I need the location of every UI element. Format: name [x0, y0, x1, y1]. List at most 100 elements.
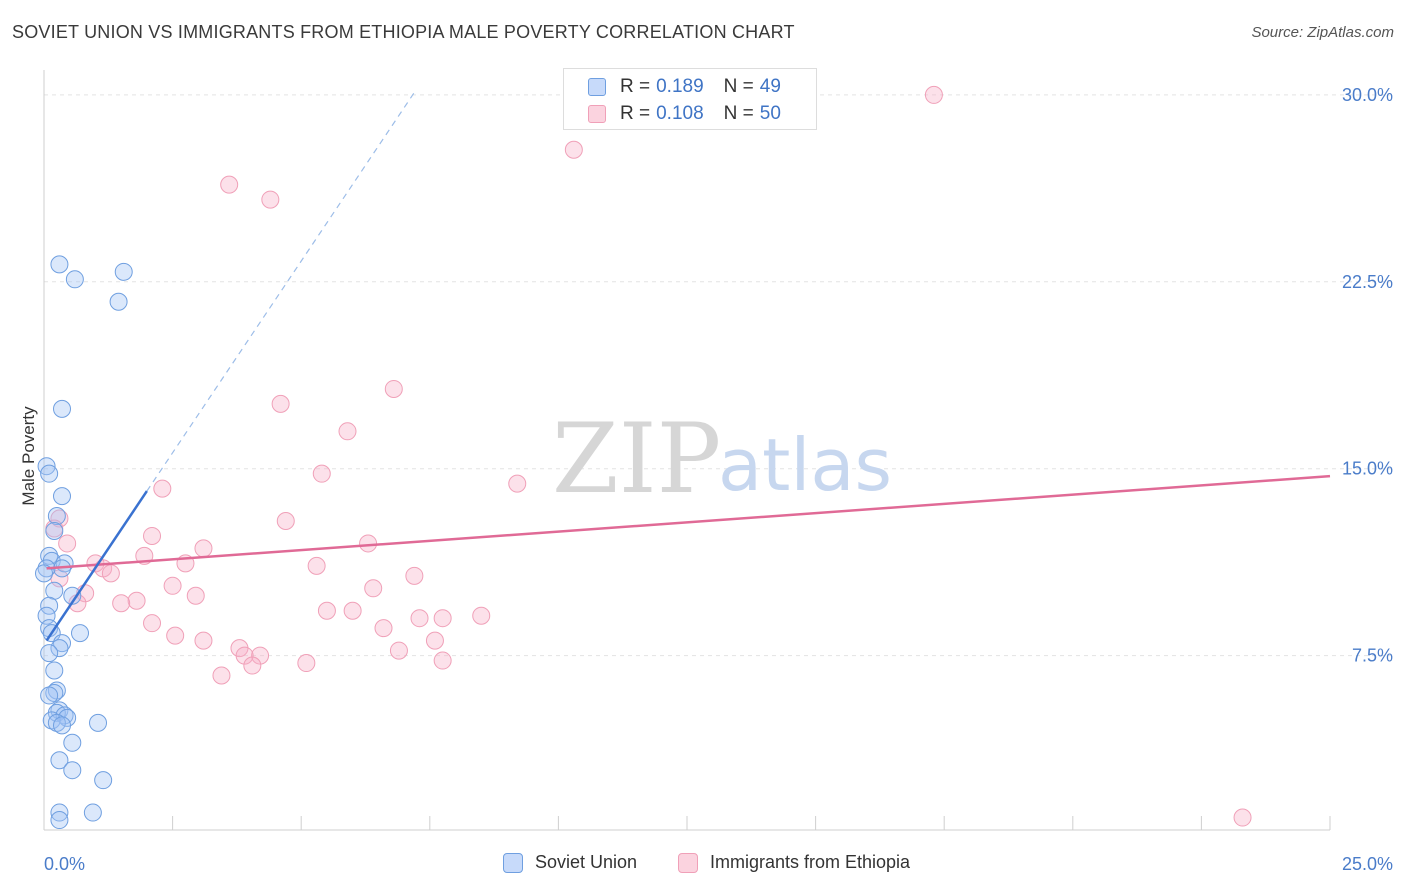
soviet-point [42, 711, 61, 730]
ethiopia-point [166, 626, 185, 645]
soviet-point [40, 686, 59, 705]
ethiopia-point [312, 464, 331, 483]
soviet-trend-line [45, 490, 148, 642]
legend-r-label: R = [620, 76, 651, 97]
ethiopia-point [384, 379, 403, 398]
ethiopia-point [194, 539, 213, 558]
ethiopia-point [251, 646, 270, 665]
watermark-zip: ZIP [552, 403, 721, 515]
ethiopia-point [143, 526, 162, 545]
ethiopia-point [243, 656, 262, 675]
ethiopia-point [405, 566, 424, 585]
ethiopia-point [564, 140, 583, 159]
ethiopia-point [112, 594, 131, 613]
ethiopia-point [194, 631, 213, 650]
legend-row-ethiopia: R = 0.108 N = 50 [588, 101, 801, 127]
ethiopia-swatch [588, 105, 606, 123]
ethiopia-point [276, 512, 295, 531]
soviet-point [53, 634, 72, 653]
soviet-points [35, 255, 133, 830]
soviet-point [53, 487, 72, 506]
legend-n-label: N = [723, 103, 754, 124]
ethiopia-point [153, 479, 172, 498]
x-tick-label: 25.0% [1342, 854, 1393, 874]
ethiopia-point [410, 609, 429, 628]
ethiopia-point [1233, 808, 1252, 827]
soviet-point [83, 803, 102, 822]
soviet-point [94, 771, 113, 790]
soviet-trend-extension [146, 92, 415, 492]
soviet-point [89, 713, 108, 732]
ethiopia-point [163, 576, 182, 595]
ethiopia-point [338, 422, 357, 441]
legend-r-value: 0.108 [656, 103, 704, 124]
soviet-point [109, 292, 128, 311]
legend-n-value: 50 [759, 103, 781, 124]
axes [43, 70, 1331, 831]
soviet-point [50, 803, 69, 822]
ethiopia-point [508, 474, 527, 493]
ethiopia-point [186, 586, 205, 605]
y-tick-label: 30.0% [1342, 85, 1393, 105]
soviet-point [40, 464, 59, 483]
bottom-legend-ethiopia: Immigrants from Ethiopia [678, 852, 910, 873]
ethiopia-point [433, 609, 452, 628]
legend-row-soviet: R = 0.189 N = 49 [588, 74, 801, 100]
x-tick-labels: 0.0% 25.0% [44, 854, 1393, 874]
legend-r-label: R = [620, 103, 651, 124]
soviet-point [53, 399, 72, 418]
soviet-swatch [503, 852, 523, 873]
y-tick-label: 7.5% [1352, 646, 1393, 666]
ethiopia-point [297, 654, 316, 673]
ethiopia-point [389, 641, 408, 660]
ethiopia-point [143, 614, 162, 633]
ethiopia-points [45, 85, 1252, 827]
ethiopia-point [127, 591, 146, 610]
chart-title: SOVIET UNION VS IMMIGRANTS FROM ETHIOPIA… [12, 22, 795, 42]
legend-n-label: N = [723, 76, 754, 97]
ethiopia-point [317, 601, 336, 620]
gridlines [44, 94, 1392, 657]
ethiopia-point [374, 619, 393, 638]
soviet-point [47, 507, 66, 526]
ethiopia-point [307, 556, 326, 575]
ethiopia-point [343, 601, 362, 620]
ethiopia-point [433, 651, 452, 670]
ethiopia-point [359, 534, 378, 553]
soviet-point [50, 751, 69, 770]
legend-n-value: 49 [759, 76, 781, 97]
ethiopia-point [924, 85, 943, 104]
soviet-point [50, 639, 69, 658]
soviet-point [50, 811, 69, 830]
soviet-point [45, 661, 64, 680]
ethiopia-point [235, 646, 254, 665]
soviet-point [47, 713, 66, 732]
y-axis-title: Male Poverty [19, 406, 38, 506]
ethiopia-trend-line [46, 474, 1331, 570]
ethiopia-point [212, 666, 231, 685]
soviet-swatch [588, 78, 606, 96]
source-label: Source: ZipAtlas.com [1251, 24, 1394, 41]
soviet-point [45, 683, 64, 702]
ethiopia-point [271, 394, 290, 413]
soviet-point [63, 761, 82, 780]
ethiopia-point [220, 175, 239, 194]
x-tick-label: 0.0% [44, 854, 85, 874]
soviet-point [53, 716, 72, 735]
soviet-legend-label: Soviet Union [535, 852, 638, 872]
soviet-point [45, 521, 64, 540]
soviet-point [63, 733, 82, 752]
ethiopia-point [425, 631, 444, 650]
soviet-point [65, 270, 84, 289]
ethiopia-point [58, 534, 77, 553]
trend-lines [45, 92, 1331, 642]
watermark-atlas: atlas [718, 423, 892, 507]
y-tick-labels: 7.5% 15.0% 22.5% 30.0% [1342, 85, 1393, 666]
ethiopia-point [101, 564, 120, 583]
soviet-point [114, 262, 133, 281]
ethiopia-point [472, 606, 491, 625]
soviet-point [37, 457, 56, 476]
legend-r-value: 0.189 [656, 76, 704, 97]
soviet-point [45, 581, 64, 600]
